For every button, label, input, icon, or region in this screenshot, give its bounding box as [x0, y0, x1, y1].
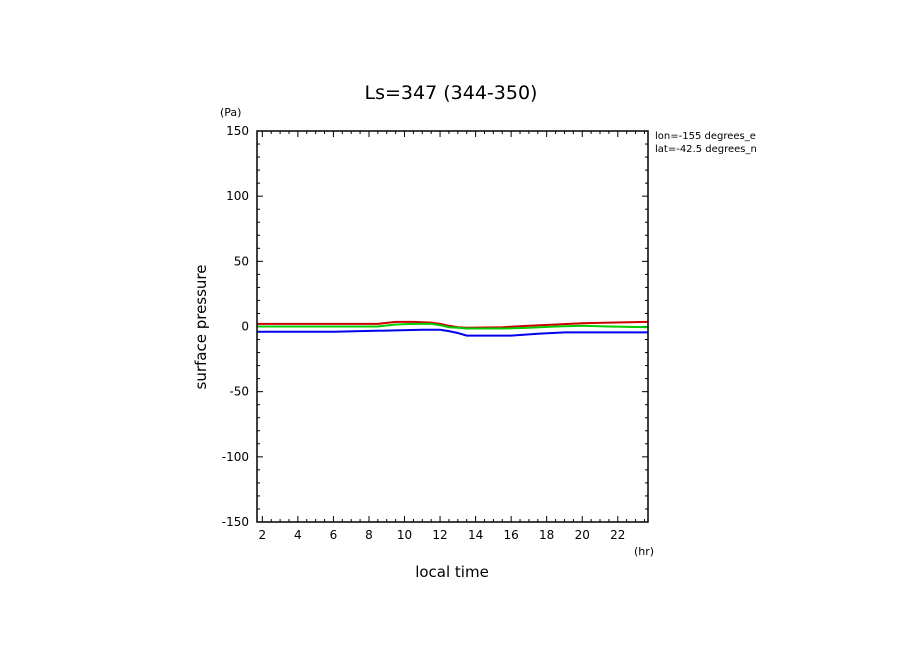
x-tick-label: 20: [575, 528, 590, 542]
x-tick-label: 10: [397, 528, 412, 542]
x-tick-label: 12: [432, 528, 447, 542]
x-tick-label: 2: [259, 528, 267, 542]
axis-ticks: -150 -100 -50 0 50 100 150 2 4 6 8 10 12 14 16 18 20 22: [222, 124, 648, 542]
y-tick-label: -50: [229, 385, 249, 399]
x-tick-label: 22: [610, 528, 625, 542]
chart-title: Ls=347 (344-350): [365, 82, 538, 104]
x-tick-label: 8: [365, 528, 373, 542]
x-tick-label: 14: [468, 528, 483, 542]
annotation-lat: lat=-42.5 degrees_n: [655, 144, 757, 155]
x-tick-label: 18: [539, 528, 554, 542]
y-tick-label: 100: [226, 189, 249, 203]
annotation-lon: lon=-155 degrees_e: [655, 131, 756, 142]
data-series: [257, 320, 649, 337]
x-axis-label: local time: [415, 563, 489, 581]
y-tick-label: 150: [226, 124, 249, 138]
x-tick-label: 6: [330, 528, 338, 542]
plot-frame: [256, 130, 649, 523]
x-tick-label: 4: [294, 528, 302, 542]
y-tick-label: 50: [234, 254, 249, 268]
y-unit-label: (Pa): [220, 106, 241, 119]
x-unit-label: (hr): [634, 545, 654, 558]
y-axis-label: surface pressure: [192, 265, 210, 390]
series-line-2: [257, 322, 649, 330]
series-line-3: [257, 328, 648, 337]
y-tick-label: -100: [222, 450, 249, 464]
y-tick-label: -150: [222, 515, 249, 529]
y-tick-label: 0: [241, 320, 249, 334]
x-tick-label: 16: [504, 528, 519, 542]
